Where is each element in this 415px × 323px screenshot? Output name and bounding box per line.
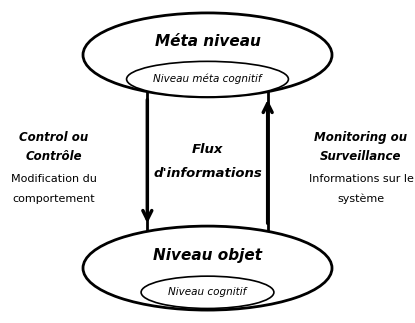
Text: Niveau cognitif: Niveau cognitif [168, 287, 247, 297]
Text: comportement: comportement [12, 194, 95, 203]
Ellipse shape [127, 61, 288, 97]
Text: Méta niveau: Méta niveau [154, 35, 261, 49]
Text: Informations sur le: Informations sur le [309, 174, 413, 184]
Ellipse shape [83, 13, 332, 97]
Text: Surveillance: Surveillance [320, 150, 402, 163]
Text: Monitoring ou: Monitoring ou [315, 131, 408, 144]
Text: Flux: Flux [192, 143, 223, 156]
Ellipse shape [83, 226, 332, 310]
Text: Niveau objet: Niveau objet [153, 248, 262, 263]
Text: Niveau méta cognitif: Niveau méta cognitif [153, 74, 262, 84]
Text: d'informations: d'informations [153, 167, 262, 180]
Text: Modification du: Modification du [11, 174, 97, 184]
Text: Control ou: Control ou [20, 131, 88, 144]
Text: Contrôle: Contrôle [26, 150, 82, 163]
Text: système: système [337, 193, 385, 204]
Ellipse shape [141, 276, 274, 308]
